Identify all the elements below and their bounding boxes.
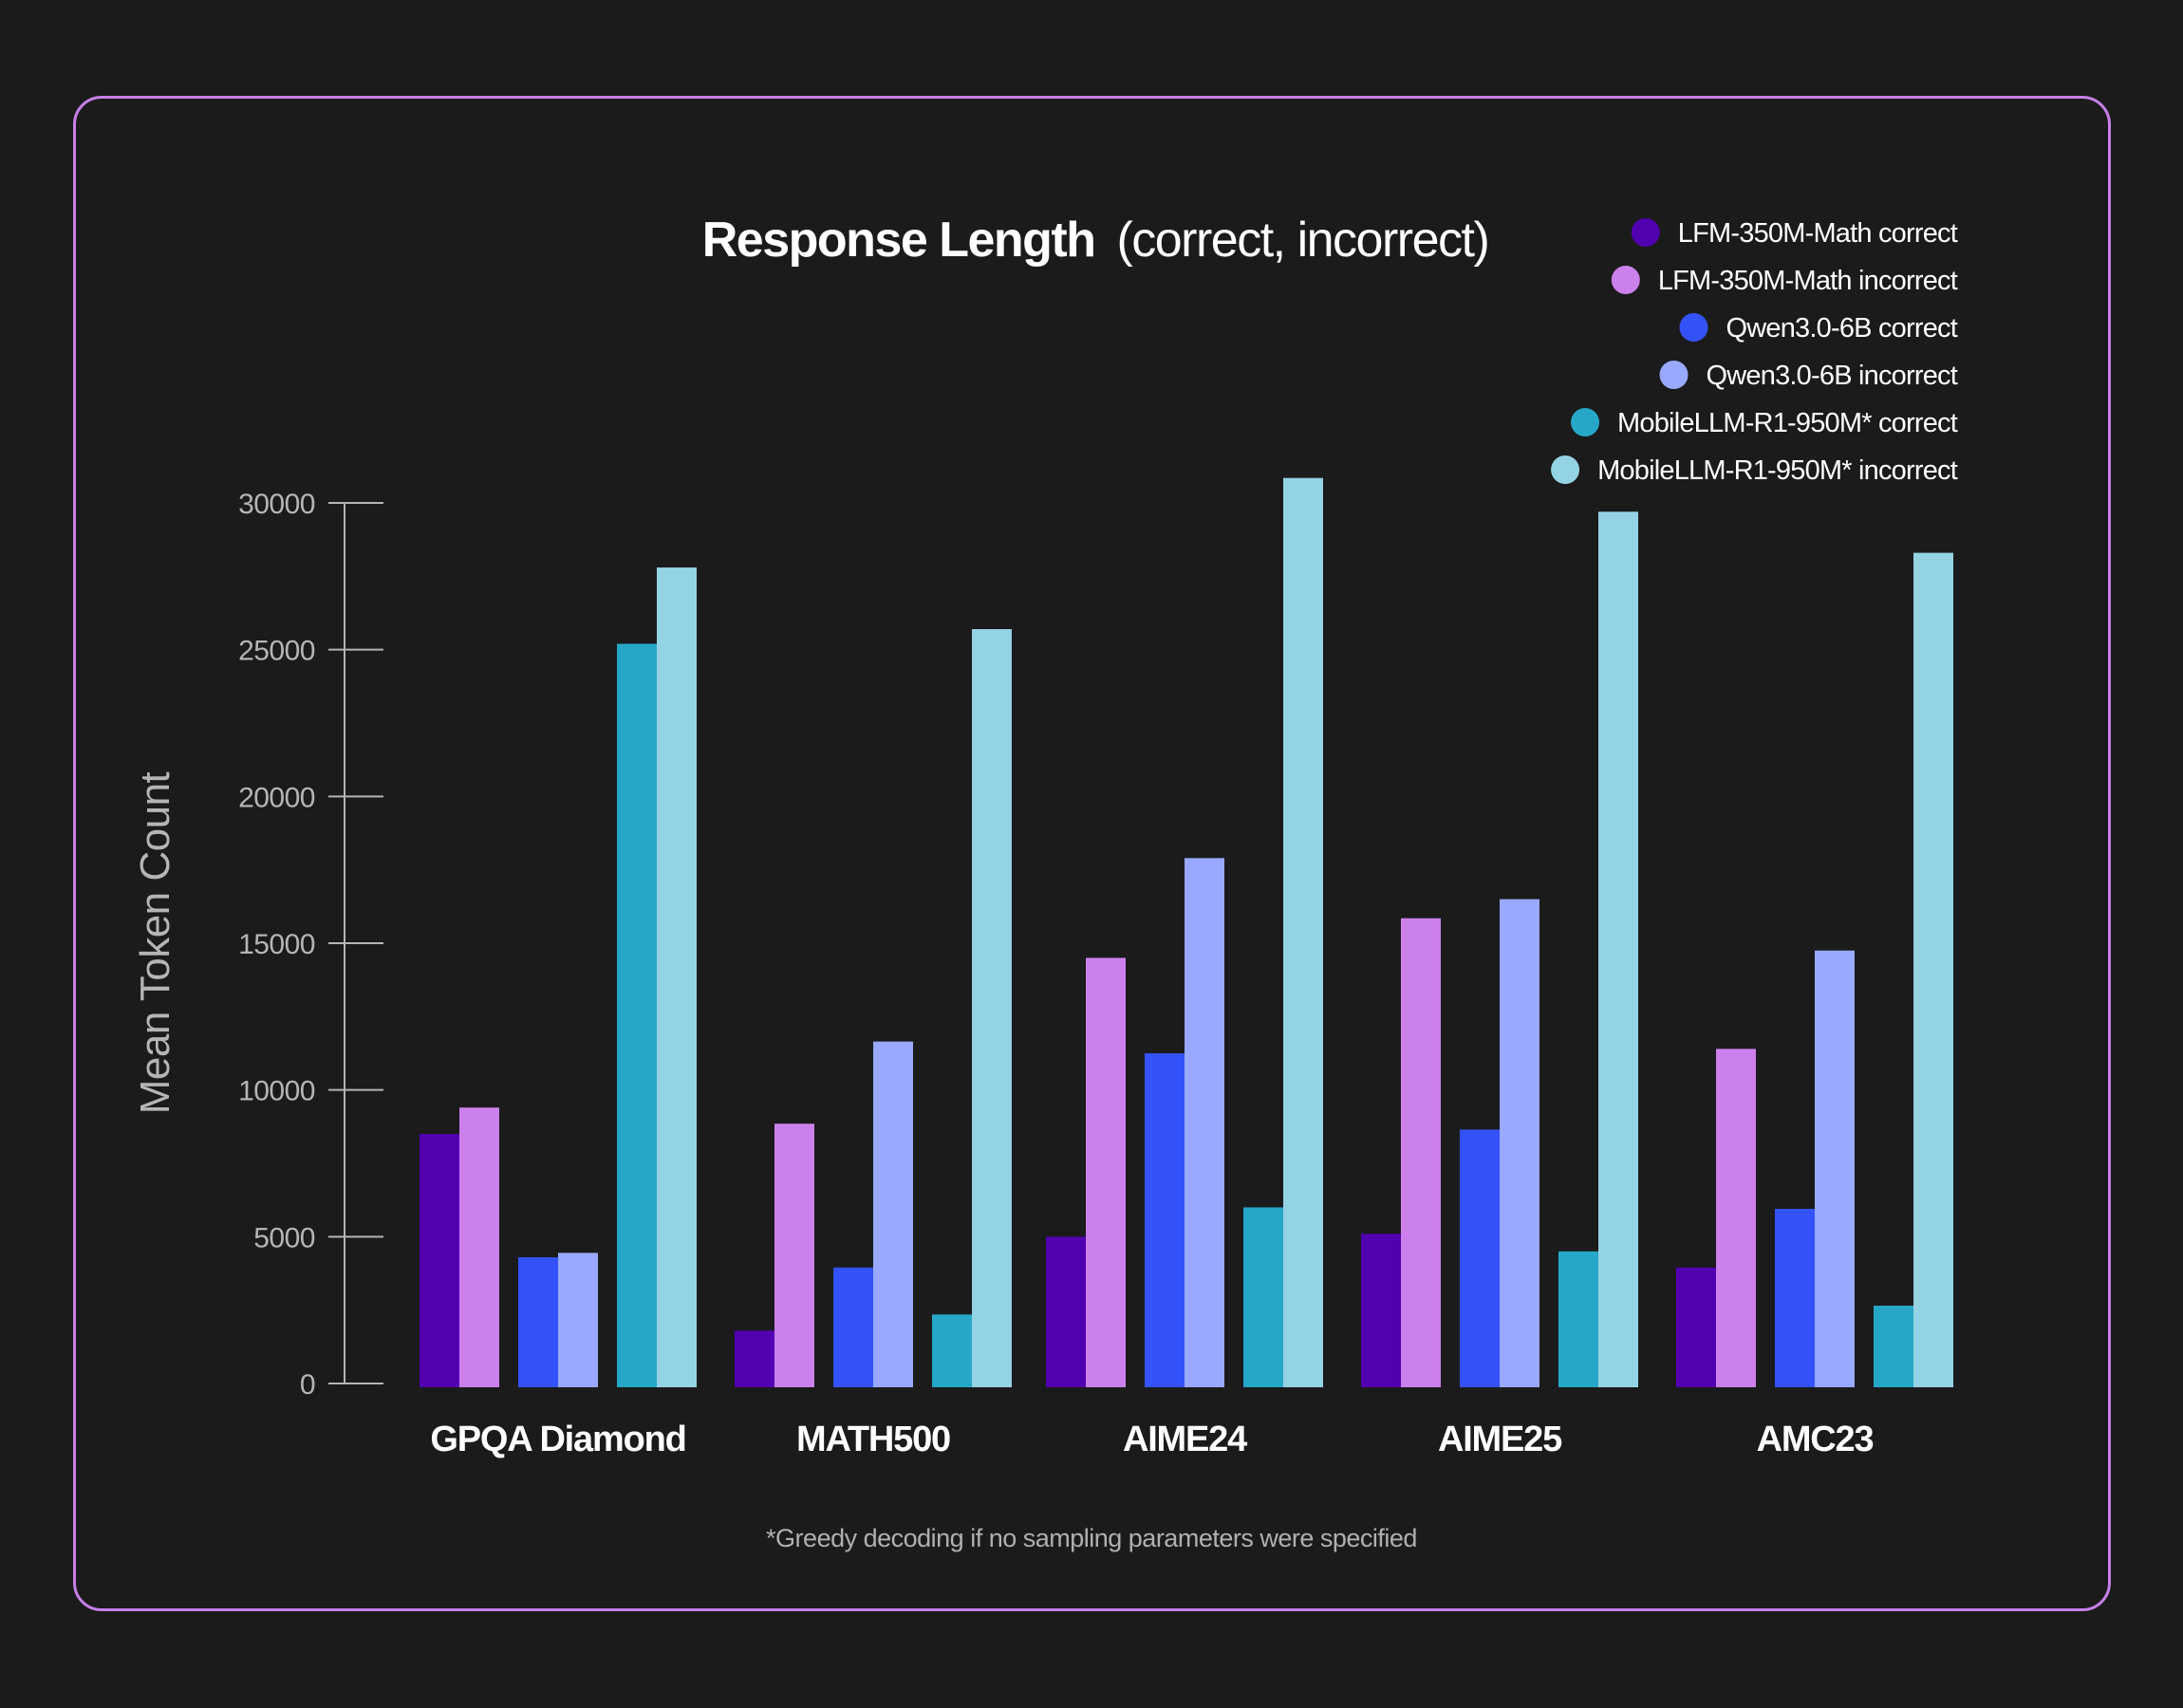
bar: AIME25 — Qwen3.0-6B incorrect: 16500 — [1500, 899, 1539, 1387]
legend-label: MobileLLM-R1-950M* correct — [1617, 408, 1958, 438]
y-tick-label: 5000 — [253, 1222, 315, 1253]
bar-group-amc23: AMC23 — LFM-350M-Math correct: 3950AMC23… — [1676, 552, 1953, 1387]
x-tick-label: MATH500 — [796, 1420, 950, 1459]
bar: AIME25 — LFM-350M-Math incorrect: 15850 — [1401, 918, 1441, 1387]
bar: MATH500 — MobileLLM-R1-950M* correct: 23… — [932, 1314, 972, 1387]
legend: LFM-350M-Math correct LFM-350M-Math incor… — [1551, 218, 1959, 486]
legend-item: LFM-350M-Math correct — [1631, 218, 1959, 249]
bar: MATH500 — LFM-350M-Math correct: 1800 — [735, 1330, 774, 1387]
x-tick-label: AIME24 — [1123, 1420, 1247, 1459]
legend-swatch-icon — [1631, 218, 1660, 247]
x-tick-label: AIME25 — [1438, 1420, 1562, 1459]
legend-label: MobileLLM-R1-950M* incorrect — [1597, 455, 1958, 486]
chart-title: Response Length (correct, incorrect) — [702, 213, 1489, 268]
bar: AIME25 — Qwen3.0-6B correct: 8650 — [1460, 1129, 1500, 1387]
bar: GPQA Diamond — LFM-350M-Math incorrect: … — [459, 1107, 499, 1387]
legend-label: LFM-350M-Math incorrect — [1658, 266, 1958, 296]
y-tick-label: 30000 — [238, 489, 315, 520]
bars: GPQA Diamond — LFM-350M-Math correct: 85… — [420, 477, 1953, 1387]
bar: GPQA Diamond — LFM-350M-Math correct: 85… — [420, 1134, 459, 1387]
bar: MATH500 — Qwen3.0-6B incorrect: 11650 — [873, 1041, 913, 1387]
bar: AIME24 — LFM-350M-Math incorrect: 14500 — [1086, 957, 1126, 1387]
bar: AMC23 — Qwen3.0-6B correct: 5950 — [1775, 1208, 1815, 1387]
bar: AIME25 — LFM-350M-Math correct: 5100 — [1361, 1234, 1401, 1387]
x-axis-labels: GPQA Diamond MATH500 AIME24 AIME25 AMC23 — [430, 1420, 1874, 1459]
bar: GPQA Diamond — MobileLLM-R1-950M* incorr… — [657, 567, 697, 1387]
bar: AIME24 — Qwen3.0-6B incorrect: 17900 — [1185, 858, 1224, 1387]
bar-group-math500: MATH500 — LFM-350M-Math correct: 1800MAT… — [735, 629, 1012, 1387]
bar: MATH500 — LFM-350M-Math incorrect: 8850 — [774, 1123, 814, 1387]
legend-swatch-icon — [1571, 408, 1600, 436]
legend-swatch-icon — [1611, 266, 1640, 294]
legend-item: MobileLLM-R1-950M* incorrect — [1551, 455, 1959, 486]
legend-item: Qwen3.0-6B correct — [1679, 313, 1959, 343]
bar: AMC23 — MobileLLM-R1-950M* correct: 2650 — [1874, 1306, 1913, 1387]
bar-group-aime24: AIME24 — LFM-350M-Math correct: 5000AIME… — [1046, 477, 1323, 1387]
bar: AIME24 — Qwen3.0-6B correct: 11250 — [1145, 1053, 1185, 1387]
y-tick-label: 10000 — [238, 1076, 315, 1107]
bar: AMC23 — Qwen3.0-6B incorrect: 14750 — [1815, 950, 1855, 1387]
bar: MATH500 — MobileLLM-R1-950M* incorrect: … — [972, 629, 1012, 1387]
bar: AMC23 — LFM-350M-Math correct: 3950 — [1676, 1267, 1716, 1387]
bar: AIME24 — MobileLLM-R1-950M* incorrect: 3… — [1283, 477, 1323, 1387]
legend-item: Qwen3.0-6B incorrect — [1659, 361, 1959, 391]
bar: GPQA Diamond — Qwen3.0-6B correct: 4300 — [518, 1256, 558, 1387]
footnote: *Greedy decoding if no sampling paramete… — [766, 1524, 1417, 1552]
bar-group-aime25: AIME25 — LFM-350M-Math correct: 5100AIME… — [1361, 511, 1638, 1387]
y-tick-label: 20000 — [238, 782, 315, 813]
y-tick-label: 25000 — [238, 636, 315, 667]
y-axis: 0 5000 10000 15000 20000 25000 30000 — [238, 489, 383, 1401]
legend-swatch-icon — [1551, 455, 1580, 484]
y-axis-label: Mean Token Count — [132, 771, 178, 1114]
y-tick-label: 0 — [300, 1369, 315, 1401]
y-tick-label: 15000 — [238, 929, 315, 960]
bar: AIME24 — MobileLLM-R1-950M* correct: 600… — [1243, 1207, 1283, 1387]
chart-title-bold: Response Length — [702, 213, 1095, 268]
bar: GPQA Diamond — Qwen3.0-6B incorrect: 445… — [558, 1253, 598, 1387]
bar: AMC23 — MobileLLM-R1-950M* incorrect: 28… — [1913, 552, 1953, 1387]
bar: AIME25 — MobileLLM-R1-950M* correct: 450… — [1558, 1251, 1598, 1387]
bar: GPQA Diamond — MobileLLM-R1-950M* correc… — [617, 643, 657, 1387]
legend-label: LFM-350M-Math correct — [1678, 218, 1958, 249]
bar: AIME24 — LFM-350M-Math correct: 5000 — [1046, 1236, 1086, 1387]
legend-swatch-icon — [1679, 313, 1708, 342]
legend-item: LFM-350M-Math incorrect — [1611, 266, 1959, 296]
chart-frame — [73, 96, 2111, 1611]
chart-title-regular: (correct, incorrect) — [1116, 213, 1488, 268]
legend-swatch-icon — [1659, 361, 1689, 389]
bar-group-gpqa-diamond: GPQA Diamond — LFM-350M-Math correct: 85… — [420, 567, 697, 1387]
legend-item: MobileLLM-R1-950M* correct — [1571, 408, 1959, 438]
legend-label: Qwen3.0-6B correct — [1726, 313, 1958, 343]
legend-label: Qwen3.0-6B incorrect — [1707, 361, 1958, 391]
bar: AMC23 — LFM-350M-Math incorrect: 11400 — [1716, 1049, 1756, 1387]
x-tick-label: AMC23 — [1757, 1420, 1874, 1459]
bar: MATH500 — Qwen3.0-6B correct: 3950 — [833, 1267, 873, 1387]
x-tick-label: GPQA Diamond — [430, 1420, 685, 1459]
bar: AIME25 — MobileLLM-R1-950M* incorrect: 2… — [1598, 511, 1638, 1387]
